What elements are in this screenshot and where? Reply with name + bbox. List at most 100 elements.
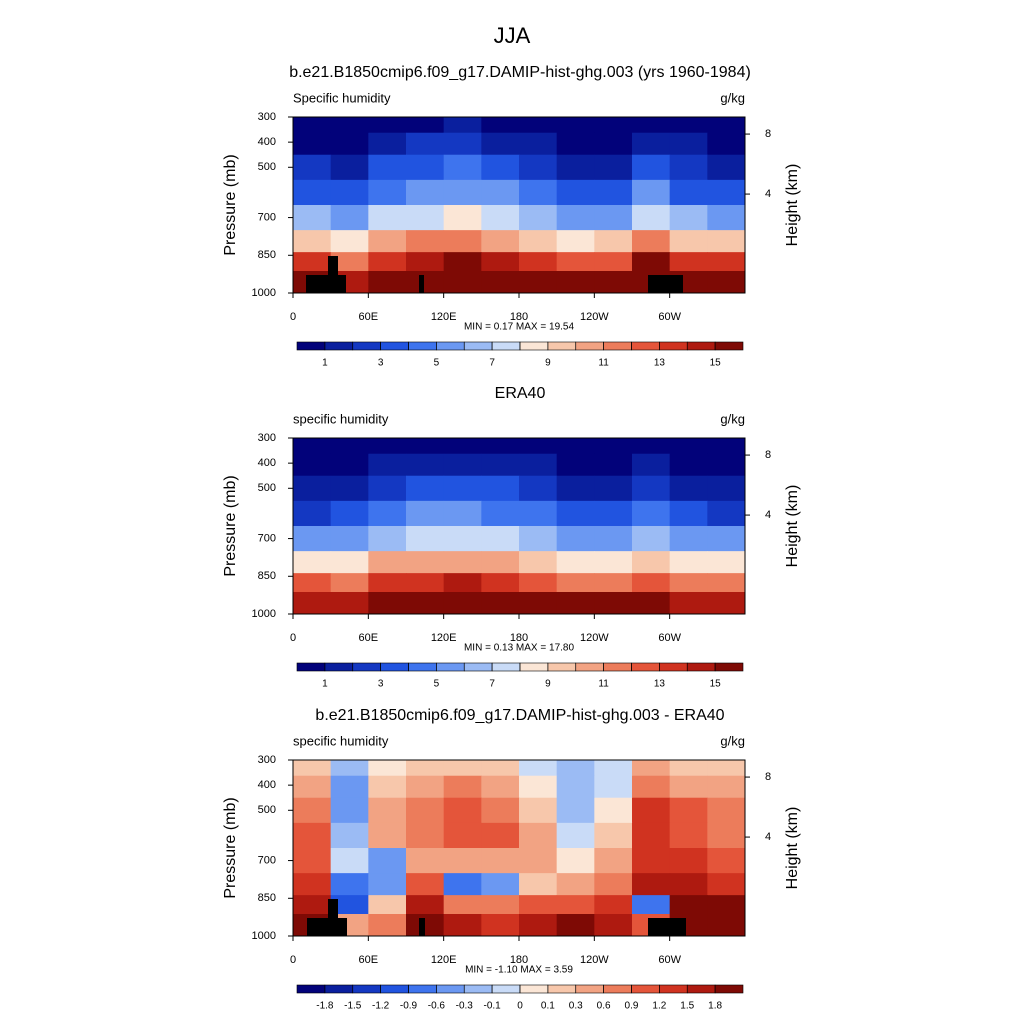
field-cell (707, 526, 745, 552)
field-cell (707, 205, 745, 231)
field-cell (481, 848, 520, 874)
stats: MIN = 0.13 MAX = 17.80 (464, 643, 574, 654)
field-cell (556, 797, 595, 824)
panel: b.e21.B1850cmip6.f09_g17.DAMIP-hist-ghg.… (222, 64, 801, 368)
field-cell (330, 205, 369, 231)
right-string: g/kg (720, 411, 745, 426)
field-cell (481, 179, 520, 206)
field-cell (406, 775, 445, 799)
colorbar-box (296, 662, 326, 672)
field-cell (707, 179, 745, 206)
field-cell (519, 205, 558, 231)
field-cell (293, 551, 332, 574)
field-cell (481, 438, 520, 455)
field-cell (707, 230, 745, 253)
field-cell (519, 822, 558, 849)
y-tick-label: 300 (258, 111, 276, 123)
field-cell (519, 438, 558, 455)
colorbar-label: 0.1 (541, 1001, 555, 1012)
y-tick-label: 1000 (252, 608, 276, 620)
field-cell (330, 117, 369, 134)
field-cell (293, 117, 332, 134)
stats: MIN = -1.10 MAX = 3.59 (465, 965, 573, 976)
field-cell (293, 500, 332, 527)
colorbar-box (547, 662, 577, 672)
field-cell (481, 873, 520, 896)
field-cell (519, 179, 558, 206)
colorbar-box (436, 341, 465, 351)
colorbar-box (631, 984, 660, 994)
field-cell (707, 873, 745, 896)
field-cell (519, 775, 558, 799)
field-cell (293, 592, 332, 614)
field-cell (443, 760, 482, 777)
field-cell (594, 179, 633, 206)
y-tick-label: 1000 (252, 287, 276, 299)
field-cell (368, 132, 407, 156)
field-cell (556, 230, 595, 253)
field-cell (519, 592, 558, 614)
colorbar-label: 9 (545, 679, 551, 690)
field-cell (669, 132, 708, 156)
field-cell (293, 230, 332, 253)
field-cell (707, 592, 745, 614)
field-cell (368, 551, 407, 574)
field-cell (707, 438, 745, 455)
field-cell (519, 475, 558, 502)
field-cell (406, 117, 445, 134)
colorbar-label: 0.9 (625, 1001, 639, 1012)
colorbar-box (575, 662, 604, 672)
field-cell (669, 230, 708, 253)
colorbar-box (659, 662, 688, 672)
field-cell (330, 154, 369, 181)
field-cell (406, 797, 445, 824)
stats: MIN = 0.17 MAX = 19.54 (464, 322, 574, 333)
field-cell (481, 895, 520, 915)
colorbar-label: 1 (322, 679, 328, 690)
field-cell (406, 271, 445, 293)
field-cell (443, 822, 482, 849)
left-string: Specific humidity (293, 90, 391, 105)
field-cell (368, 760, 407, 777)
x-tick-label: 0 (290, 632, 296, 644)
field-cell (669, 179, 708, 206)
x-tick-label: 180 (510, 954, 528, 966)
field-cell (330, 500, 369, 527)
field-cell (443, 895, 482, 915)
colorbar-box (324, 984, 354, 994)
field-cell (556, 760, 595, 777)
field-cell (293, 573, 332, 593)
field-cell (707, 760, 745, 777)
field-cell (594, 775, 633, 799)
colorbar-label: 1.5 (680, 1001, 694, 1012)
field-cell (669, 453, 708, 477)
colorbar-box (380, 662, 409, 672)
y-tick-label: 400 (258, 779, 276, 791)
field-cell (293, 438, 332, 455)
field-cell (330, 453, 369, 477)
field-cell (632, 551, 671, 574)
field-cell (669, 475, 708, 502)
y-tick-label: 300 (258, 754, 276, 766)
right-string: g/kg (720, 733, 745, 748)
field-cell (481, 551, 520, 574)
colorbar-box (408, 662, 437, 672)
y2-axis-label: Height (km) (784, 807, 801, 890)
field-cell (632, 438, 671, 455)
field-cell (707, 453, 745, 477)
field-cell (330, 592, 369, 614)
field-cell (443, 573, 482, 593)
field-cell (443, 592, 482, 614)
field-cell (481, 914, 520, 936)
topography (307, 918, 347, 936)
field-cell (519, 573, 558, 593)
colorbar-label: 7 (489, 679, 495, 690)
field-cell (556, 205, 595, 231)
field-cell (556, 475, 595, 502)
colorbar-box (463, 662, 493, 672)
colorbar-label: 1 (322, 358, 328, 369)
x-tick-label: 120E (431, 954, 457, 966)
field-cell (594, 132, 633, 156)
